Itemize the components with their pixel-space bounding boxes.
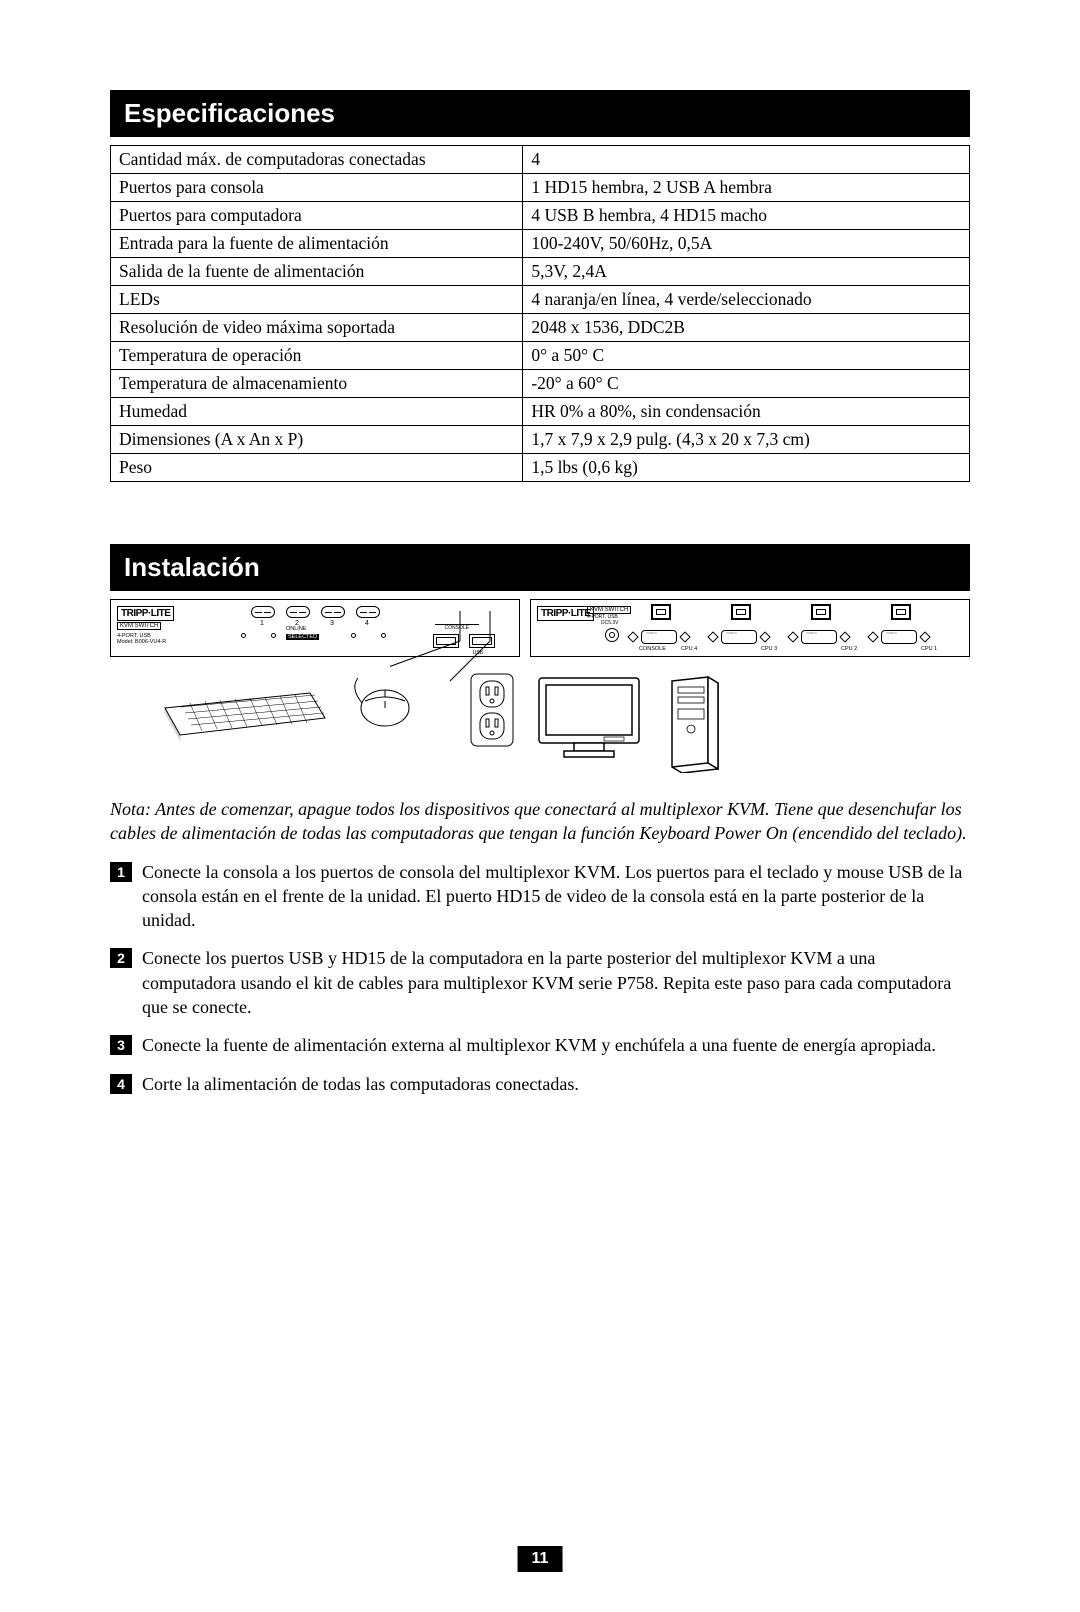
spec-value: HR 0% a 80%, sin condensación: [523, 398, 970, 426]
list-item: 3 Conecte la fuente de alimentación exter…: [110, 1033, 970, 1057]
table-row: Temperatura de operación0° a 50° C: [111, 342, 970, 370]
spec-label: Resolución de video máxima soportada: [111, 314, 523, 342]
install-note: Nota: Antes de comenzar, apague todos lo…: [110, 797, 970, 846]
table-row: Entrada para la fuente de alimentación10…: [111, 230, 970, 258]
table-row: Salida de la fuente de alimentación5,3V,…: [111, 258, 970, 286]
step-text: Corte la alimentación de todas las compu…: [142, 1074, 579, 1094]
dc-jack-icon: [605, 628, 619, 642]
spec-value: 1,7 x 7,9 x 2,9 pulg. (4,3 x 20 x 7,3 cm…: [523, 426, 970, 454]
kvm-badge: KVM SWITCH: [117, 622, 161, 630]
section-header-specs: Especificaciones: [110, 90, 970, 137]
pc-tower-icon: [664, 673, 724, 773]
brand-badge: TRIPP·LITE: [117, 606, 174, 621]
spec-label: Entrada para la fuente de alimentación: [111, 230, 523, 258]
spec-label: Humedad: [111, 398, 523, 426]
spec-label: Temperatura de operación: [111, 342, 523, 370]
step-text: Conecte la consola a los puertos de cons…: [142, 862, 962, 931]
spec-value: 4 USB B hembra, 4 HD15 macho: [523, 202, 970, 230]
spec-label: Puertos para computadora: [111, 202, 523, 230]
spec-label: Cantidad máx. de computadoras conectadas: [111, 146, 523, 174]
spec-value: 4: [523, 146, 970, 174]
spec-value: 100-240V, 50/60Hz, 0,5A: [523, 230, 970, 258]
spec-label: LEDs: [111, 286, 523, 314]
usb-b-port-icon: [731, 604, 751, 620]
table-row: Cantidad máx. de computadoras conectadas…: [111, 146, 970, 174]
spec-value: 4 naranja/en línea, 4 verde/seleccionado: [523, 286, 970, 314]
list-item: 4 Corte la alimentación de todas las comp…: [110, 1072, 970, 1096]
cable-lines-icon: [390, 611, 570, 701]
spec-label: Temperatura de almacenamiento: [111, 370, 523, 398]
spec-label: Peso: [111, 454, 523, 482]
table-row: LEDs4 naranja/en línea, 4 verde/seleccio…: [111, 286, 970, 314]
spec-value: 0° a 50° C: [523, 342, 970, 370]
usb-b-port-icon: [891, 604, 911, 620]
list-item: 1 Conecte la consola a los puertos de con…: [110, 860, 970, 933]
table-row: Puertos para computadora4 USB B hembra, …: [111, 202, 970, 230]
model-text: 4-PORT, USB Model: B006-VU4-R: [117, 633, 166, 645]
list-item: 2 Conecte los puertos USB y HD15 de la co…: [110, 946, 970, 1019]
vga-port-icon: [641, 630, 677, 644]
install-steps: 1 Conecte la consola a los puertos de con…: [110, 860, 970, 1096]
spec-value: 1 HD15 hembra, 2 USB A hembra: [523, 174, 970, 202]
peripherals-illustration: [160, 673, 970, 773]
table-row: HumedadHR 0% a 80%, sin condensación: [111, 398, 970, 426]
spec-label: Puertos para consola: [111, 174, 523, 202]
step-text: Conecte los puertos USB y HD15 de la com…: [142, 948, 951, 1017]
step-number-badge: 3: [110, 1035, 132, 1055]
spec-label: Salida de la fuente de alimentación: [111, 258, 523, 286]
step-number-badge: 2: [110, 948, 132, 968]
usb-b-port-icon: [811, 604, 831, 620]
back-panel-illustration: TRIPP·LITE KVM SWITCH 4-PORT, USB DC5.3V…: [530, 599, 970, 657]
table-row: Puertos para consola1 HD15 hembra, 2 USB…: [111, 174, 970, 202]
step-text: Conecte la fuente de alimentación extern…: [142, 1035, 936, 1055]
spec-value: 5,3V, 2,4A: [523, 258, 970, 286]
page-number: 11: [518, 1546, 563, 1572]
spec-value: 1,5 lbs (0,6 kg): [523, 454, 970, 482]
keyboard-icon: [160, 673, 330, 743]
step-number-badge: 1: [110, 862, 132, 882]
table-row: Dimensiones (A x An x P)1,7 x 7,9 x 2,9 …: [111, 426, 970, 454]
table-row: Peso1,5 lbs (0,6 kg): [111, 454, 970, 482]
spec-table: Cantidad máx. de computadoras conectadas…: [110, 145, 970, 482]
spec-value: 2048 x 1536, DDC2B: [523, 314, 970, 342]
table-row: Resolución de video máxima soportada2048…: [111, 314, 970, 342]
usb-b-port-icon: [651, 604, 671, 620]
spec-value: -20° a 60° C: [523, 370, 970, 398]
step-number-badge: 4: [110, 1074, 132, 1094]
table-row: Temperatura de almacenamiento-20° a 60° …: [111, 370, 970, 398]
spec-label: Dimensiones (A x An x P): [111, 426, 523, 454]
section-header-install: Instalación: [110, 544, 970, 591]
